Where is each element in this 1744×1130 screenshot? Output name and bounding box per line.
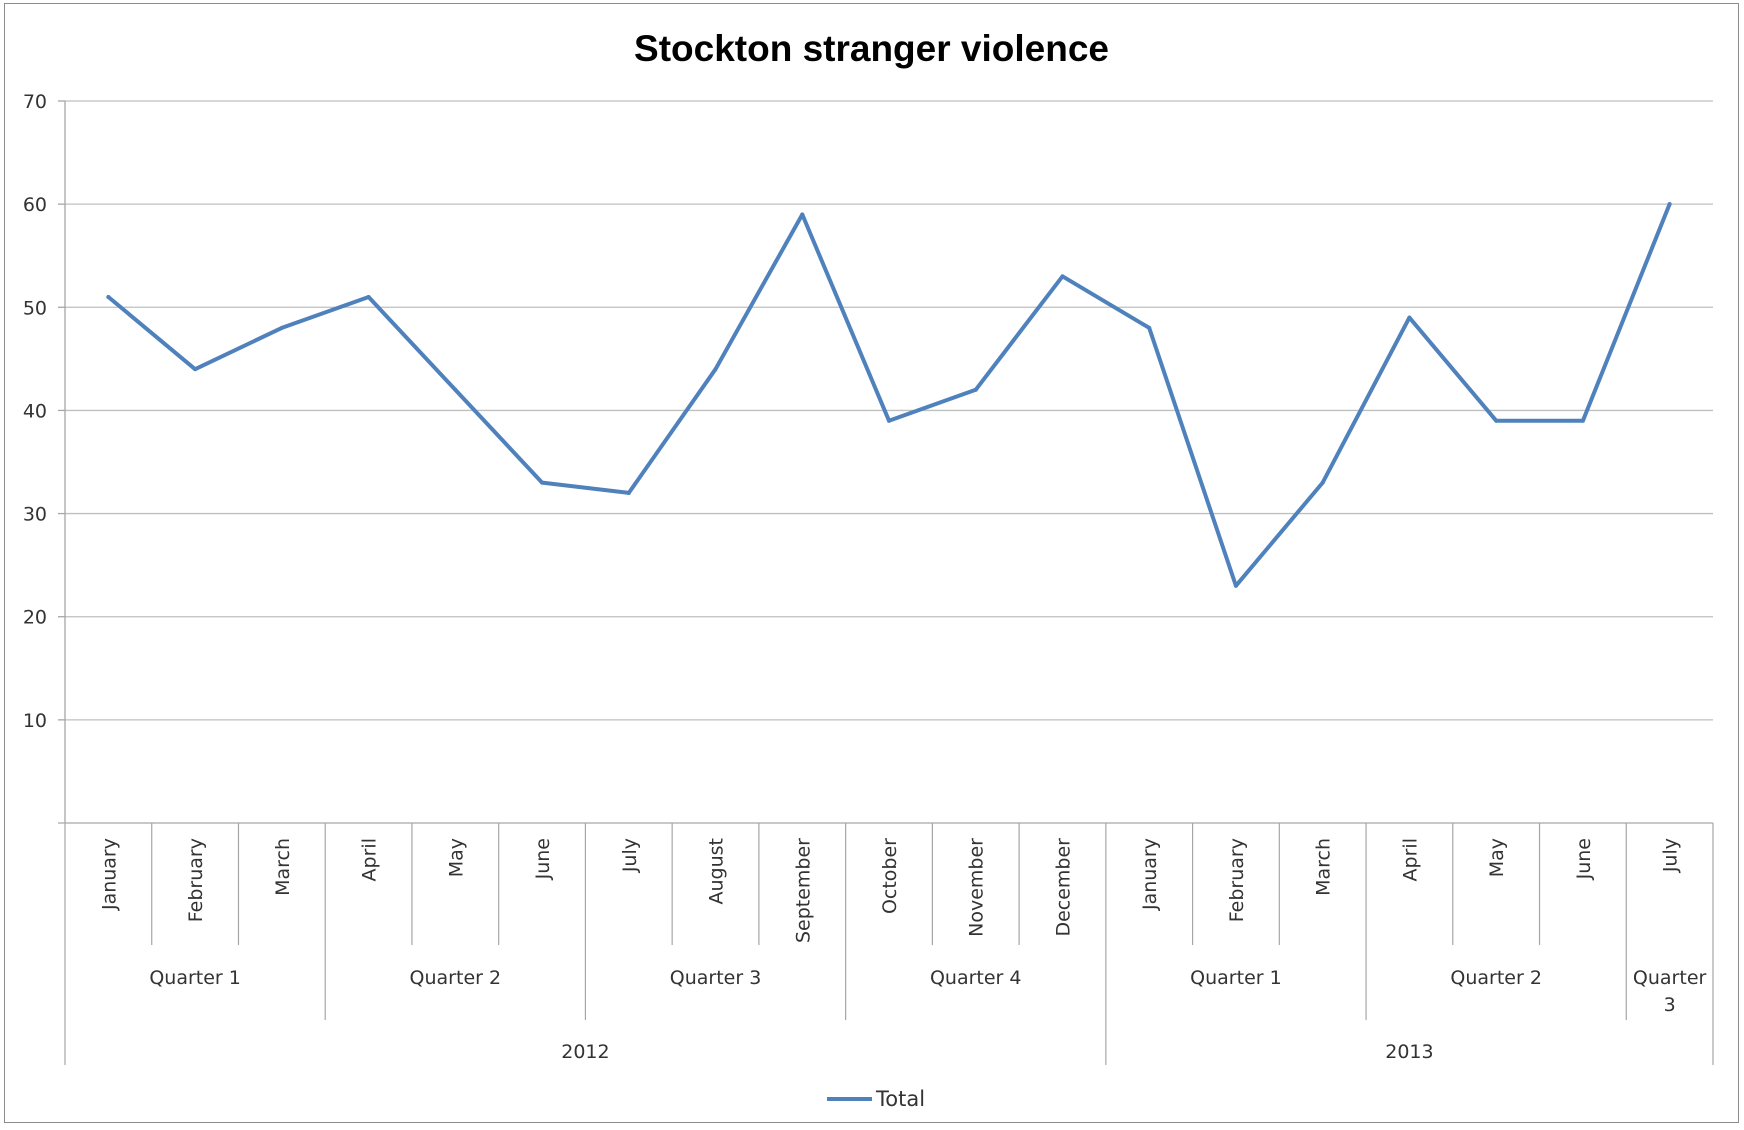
data-point — [193, 367, 198, 372]
quarter-label: Quarter 1 — [149, 967, 241, 989]
x-tick-label: June — [1573, 838, 1595, 880]
x-tick-label: August — [706, 838, 728, 905]
x-tick-label: April — [359, 838, 381, 881]
x-tick-label: May — [445, 838, 467, 877]
legend-label-total: Total — [875, 1087, 925, 1111]
quarter-label: Quarter 1 — [1190, 967, 1282, 989]
x-tick-label: October — [879, 838, 901, 914]
data-point — [279, 325, 284, 330]
chart-title: Stockton stranger violence — [634, 28, 1109, 69]
x-tick-label: April — [1399, 838, 1421, 881]
data-point — [1494, 418, 1499, 423]
data-point — [453, 387, 458, 392]
x-tick-label: January — [98, 838, 120, 911]
data-point — [887, 418, 891, 423]
x-tick-label: January — [1139, 838, 1161, 911]
y-tick-label: 30 — [23, 504, 47, 526]
chart-area: Stockton stranger violence — [4, 3, 1739, 1123]
y-tick-label: 20 — [23, 607, 47, 629]
data-point — [1233, 583, 1238, 588]
data-point — [1320, 480, 1325, 485]
quarter-label: Quarter 2 — [1450, 967, 1542, 989]
data-point — [1407, 315, 1412, 320]
x-tick-label: July — [1660, 838, 1682, 873]
data-point — [540, 480, 545, 485]
y-tick-label: 70 — [23, 91, 47, 113]
x-tick-label: March — [272, 838, 294, 896]
data-point — [1060, 274, 1065, 279]
year-label: 2013 — [1385, 1041, 1433, 1063]
data-point — [1147, 325, 1152, 330]
data-point — [1667, 202, 1672, 207]
x-tick-label: May — [1486, 838, 1508, 877]
x-tick-label: February — [1226, 838, 1248, 922]
x-tick-label: March — [1313, 838, 1335, 896]
data-point — [713, 367, 718, 372]
x-tick-label: June — [532, 838, 554, 880]
data-point — [1580, 418, 1585, 423]
y-tick-label: 40 — [23, 400, 47, 422]
series-line-total — [106, 202, 1672, 588]
data-point — [626, 490, 631, 495]
year-label: 2012 — [561, 1041, 609, 1063]
y-tick-label: 10 — [23, 710, 47, 732]
x-tick-label: November — [966, 838, 988, 937]
x-tick-label: December — [1052, 838, 1074, 937]
x-tick-label: February — [185, 838, 207, 922]
x-tick-label: September — [792, 838, 814, 943]
data-point — [800, 212, 805, 217]
data-point — [973, 387, 978, 392]
quarter-label: Quarter 3 — [1633, 967, 1707, 1016]
data-point — [106, 294, 111, 299]
y-tick-label: 50 — [23, 297, 47, 319]
data-point — [366, 294, 371, 299]
quarter-label: Quarter 4 — [930, 967, 1022, 989]
quarter-label: Quarter 2 — [410, 967, 502, 989]
x-tick-label: July — [619, 838, 641, 873]
quarter-label: Quarter 3 — [670, 967, 762, 989]
y-tick-label: 60 — [23, 194, 47, 216]
